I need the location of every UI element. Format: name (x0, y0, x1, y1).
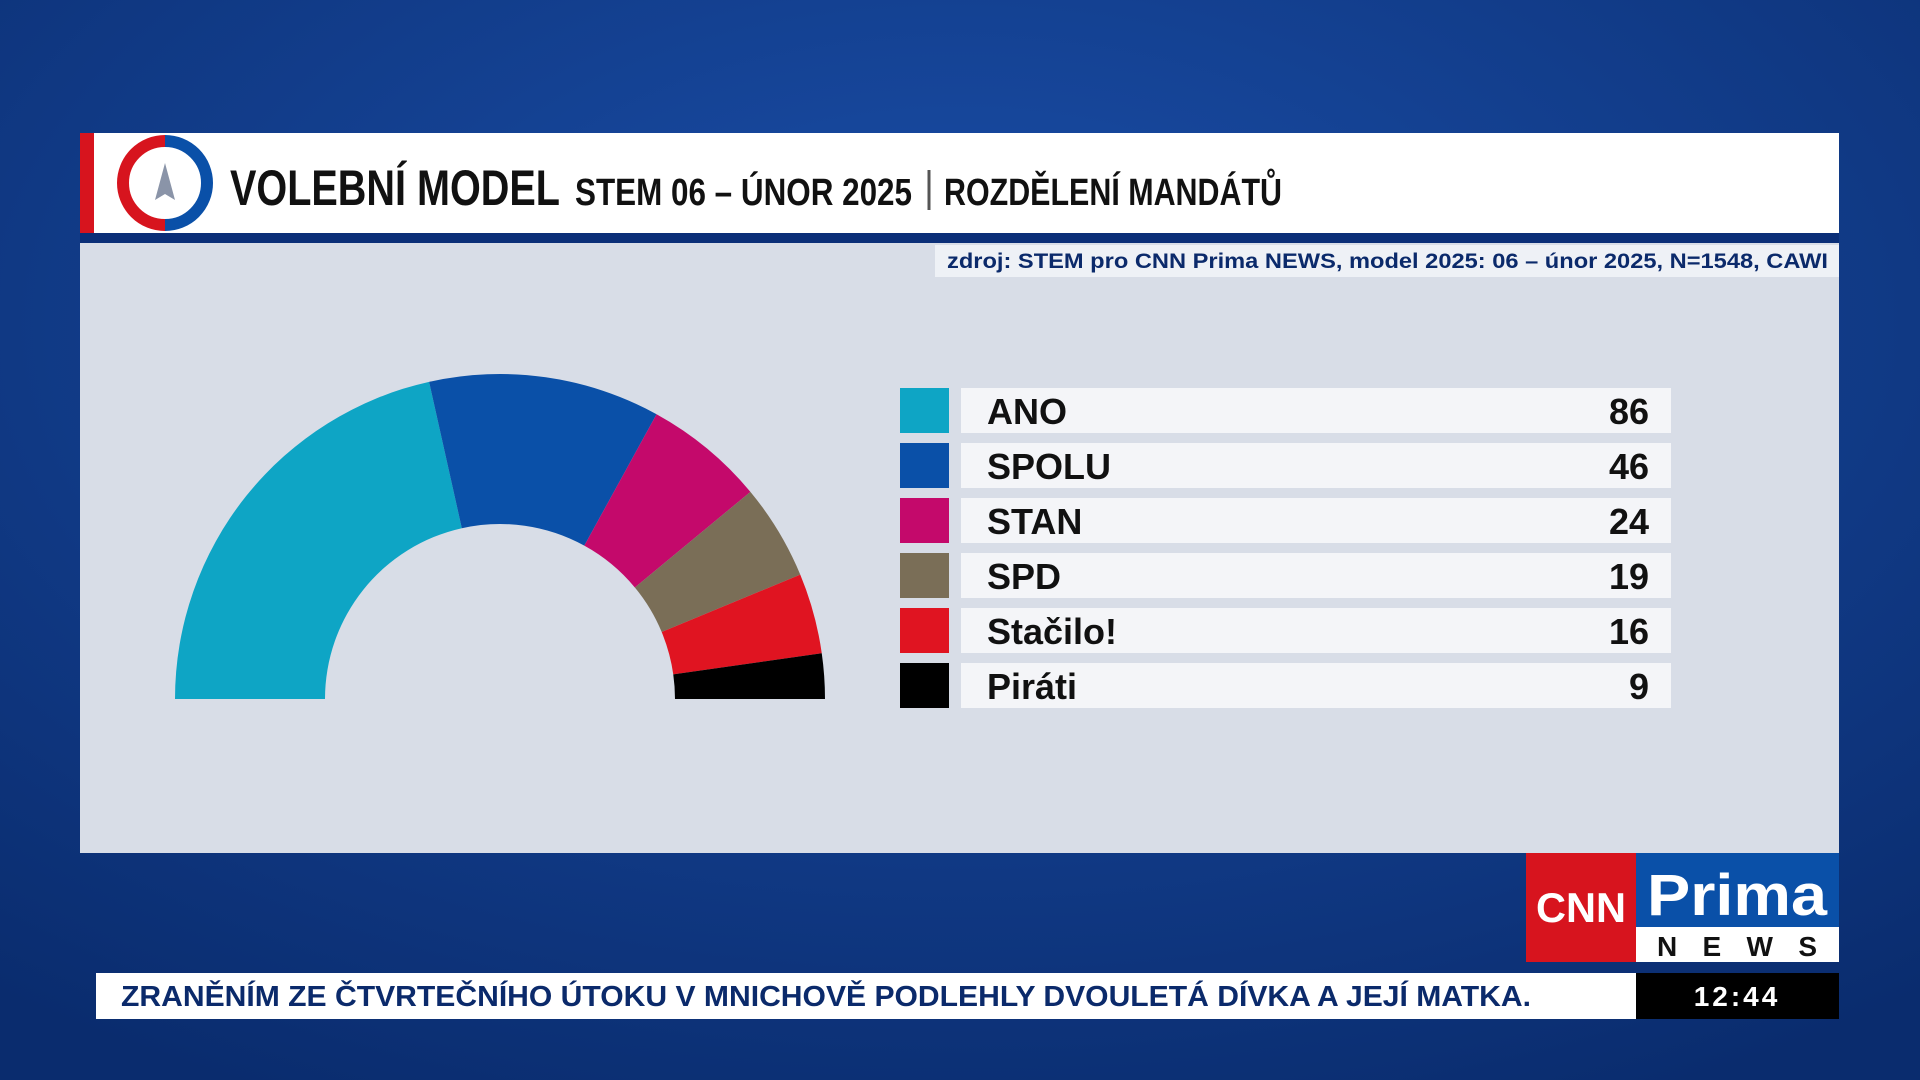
legend-swatch (900, 498, 949, 543)
legend-row (961, 608, 1671, 653)
legend-swatch (900, 553, 949, 598)
source-box (935, 245, 1839, 277)
header-title: VOLEBNÍ MODEL (230, 160, 560, 216)
legend-label: SPOLU (987, 446, 1111, 487)
logo-cnn-box (1526, 853, 1636, 962)
legend-value: 86 (1609, 391, 1649, 432)
header-line (80, 233, 1839, 243)
legend-value: 24 (1609, 501, 1649, 542)
legend-swatch (900, 663, 949, 708)
legend-row (961, 498, 1671, 543)
legend-label: ANO (987, 391, 1067, 432)
header-bar (80, 133, 1839, 233)
seat-segment (429, 374, 657, 546)
legend-value: 19 (1609, 556, 1649, 597)
header-subtitle: STEM 06 – ÚNOR 2025 (575, 170, 912, 214)
legend-row (961, 553, 1671, 598)
ticker-text: ZRANĚNÍM ZE ČTVRTEČNÍHO ÚTOKU V MNICHOVĚ… (121, 979, 1531, 1013)
clock-box (1636, 973, 1839, 1019)
chart: ANO 86 SPOLU 46 STAN 24 SPD 19 Stačilo! 16 Piráti 9 (175, 374, 1671, 708)
legend-swatch (900, 388, 949, 433)
legend-row (961, 663, 1671, 708)
seat-segment (175, 381, 462, 699)
legend-row (961, 443, 1671, 488)
legend-label: STAN (987, 501, 1082, 542)
legend-label: SPD (987, 556, 1061, 597)
header-logo (117, 135, 213, 231)
seat-segment (661, 574, 822, 675)
legend-swatch (900, 608, 949, 653)
logo-prima-box (1636, 853, 1839, 927)
ticker-bar (96, 973, 1636, 1019)
legend-value: 46 (1609, 446, 1649, 487)
legend-value: 16 (1609, 611, 1649, 652)
legend-label: Stačilo! (987, 611, 1117, 652)
header-section: ROZDĚLENÍ MANDÁTŮ (944, 167, 1282, 214)
seat-segment (673, 653, 826, 699)
clock: 12:44 (1694, 981, 1781, 1012)
logo-cnn: CNN (1536, 884, 1626, 931)
legend-label: Piráti (987, 666, 1077, 707)
legend-swatch (900, 443, 949, 488)
logo-prima: Prima (1647, 863, 1828, 928)
seat-segment (634, 491, 801, 633)
header-stripe (80, 133, 94, 233)
logo-news-box (1636, 927, 1839, 962)
source: zdroj: STEM pro CNN Prima NEWS, model 20… (947, 250, 1828, 273)
legend-row (961, 388, 1671, 433)
seat-segment (584, 414, 751, 588)
legend-value: 9 (1629, 666, 1649, 707)
